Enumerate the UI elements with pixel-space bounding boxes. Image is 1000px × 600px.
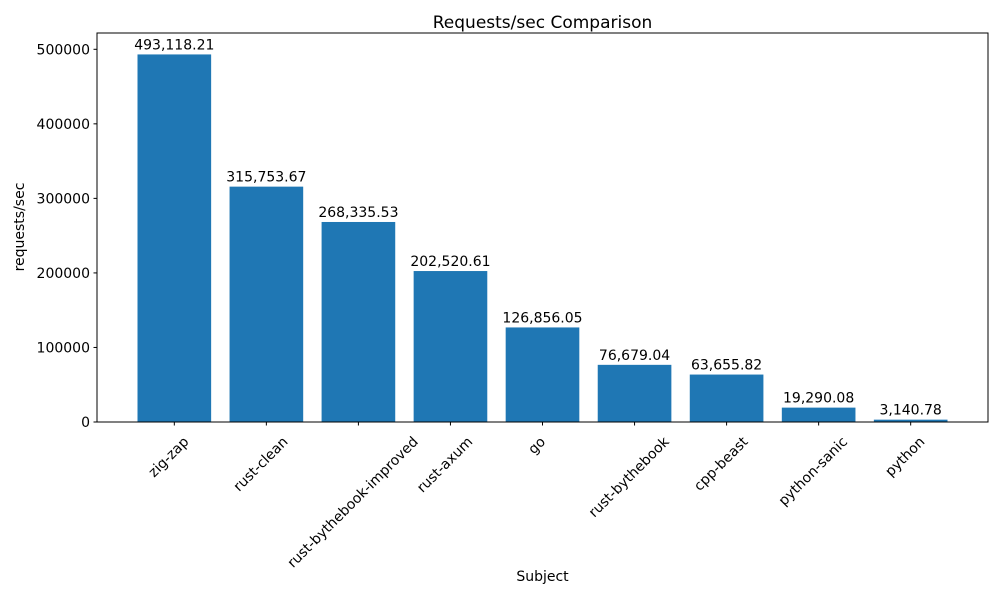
bar-value-label: 3,140.78 [880,403,942,419]
x-tick-label: go [525,434,549,458]
bar [505,327,580,422]
bar [413,271,488,422]
bar-value-label: 315,753.67 [226,170,306,186]
x-tick-label: rust-bythebook-improved [285,434,422,571]
x-tick-label: zig-zap [146,434,193,481]
bar [321,221,396,422]
bar-value-label: 268,335.53 [318,205,398,221]
bar [781,407,856,422]
x-tick-label: rust-clean [231,434,292,495]
bar [229,186,304,422]
y-tick-label: 200000 [37,266,90,282]
y-tick-label: 400000 [37,117,90,133]
bar-value-label: 76,679.04 [599,348,670,364]
x-axis-label: Subject [516,569,569,585]
bar-value-label: 19,290.08 [783,391,854,407]
bar [137,54,212,423]
y-tick-label: 300000 [37,191,90,207]
x-tick-label: cpp-beast [691,434,752,495]
bar-value-label: 493,118.21 [134,37,214,53]
chart-title: Requests/sec Comparison [432,13,653,33]
x-tick-label: rust-bythebook [586,433,673,520]
y-axis-label: requests/sec [12,182,28,272]
x-tick-label: rust-axum [414,434,476,496]
bar [689,374,764,422]
bar-value-label: 126,856.05 [502,310,582,326]
y-tick-label: 500000 [37,42,90,58]
x-tick-label: python-sanic [776,434,851,509]
y-tick-label: 100000 [37,340,90,356]
bar [873,419,948,422]
x-tick-label: python [882,434,928,480]
bar-value-label: 202,520.61 [410,254,490,270]
y-tick-label: 0 [81,415,90,431]
bar [597,364,672,422]
bar-value-label: 63,655.82 [691,358,762,374]
